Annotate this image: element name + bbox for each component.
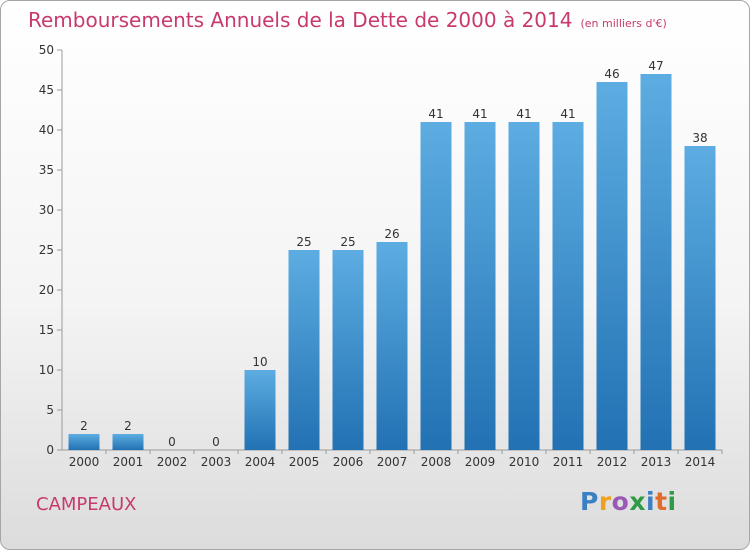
commune-name: CAMPEAUX (36, 494, 137, 515)
value-label-2004: 10 (252, 355, 267, 369)
x-tick-label-2000: 2000 (69, 455, 100, 469)
value-label-2013: 47 (648, 59, 663, 73)
value-label-2005: 25 (296, 235, 311, 249)
x-tick-label-2013: 2013 (641, 455, 672, 469)
logo-letter: t (655, 487, 668, 516)
value-label-2008: 41 (428, 107, 443, 121)
chart-title-row: Remboursements Annuels de la Dette de 20… (28, 8, 667, 32)
x-tick-label-2005: 2005 (289, 455, 320, 469)
x-tick-label-2014: 2014 (685, 455, 716, 469)
value-label-2000: 2 (80, 419, 88, 433)
x-tick-label-2007: 2007 (377, 455, 408, 469)
x-tick-label-2004: 2004 (245, 455, 276, 469)
logo-letter: P (580, 487, 599, 516)
bar-2004 (244, 370, 276, 450)
logo-letter: r (598, 487, 612, 516)
value-label-2003: 0 (212, 435, 220, 449)
bar-2005 (288, 250, 320, 450)
unit-note: (en milliers d'€) (580, 17, 667, 30)
y-tick-label: 0 (46, 443, 54, 457)
x-tick-label-2009: 2009 (465, 455, 496, 469)
bar-2001 (112, 434, 144, 450)
y-tick-label: 25 (39, 243, 54, 257)
x-tick-label-2012: 2012 (597, 455, 628, 469)
x-tick-label-2008: 2008 (421, 455, 452, 469)
y-tick-label: 20 (39, 283, 54, 297)
value-label-2012: 46 (604, 67, 619, 81)
bar-2000 (68, 434, 100, 450)
value-label-2006: 25 (340, 235, 355, 249)
y-tick-label: 10 (39, 363, 54, 377)
x-tick-label-2010: 2010 (509, 455, 540, 469)
value-label-2007: 26 (384, 227, 399, 241)
value-label-2002: 0 (168, 435, 176, 449)
y-tick-label: 35 (39, 163, 54, 177)
logo-letter: i (646, 487, 656, 516)
x-tick-label-2001: 2001 (113, 455, 144, 469)
x-tick-label-2002: 2002 (157, 455, 188, 469)
y-tick-label: 45 (39, 83, 54, 97)
value-label-2001: 2 (124, 419, 132, 433)
bar-2009 (464, 122, 496, 450)
bar-2014 (684, 146, 716, 450)
y-tick-label: 30 (39, 203, 54, 217)
value-label-2011: 41 (560, 107, 575, 121)
x-tick-label-2006: 2006 (333, 455, 364, 469)
x-tick-label-2011: 2011 (553, 455, 584, 469)
value-label-2014: 38 (692, 131, 707, 145)
proxiti-logo: Proxiti (580, 487, 677, 516)
x-tick-label-2003: 2003 (201, 455, 232, 469)
bar-2007 (376, 242, 408, 450)
logo-letter: i (667, 487, 677, 516)
bar-2010 (508, 122, 540, 450)
y-tick-label: 40 (39, 123, 54, 137)
bar-2011 (552, 122, 584, 450)
value-label-2009: 41 (472, 107, 487, 121)
value-label-2010: 41 (516, 107, 531, 121)
y-tick-label: 15 (39, 323, 54, 337)
logo-letter: o (611, 487, 630, 516)
chart-title: Remboursements Annuels de la Dette de 20… (28, 8, 573, 32)
y-tick-label: 5 (46, 403, 54, 417)
bar-2006 (332, 250, 364, 450)
bar-2013 (640, 74, 672, 450)
bar-2008 (420, 122, 452, 450)
bar-2012 (596, 82, 628, 450)
logo-letter: x (629, 487, 646, 516)
y-tick-label: 50 (39, 43, 54, 57)
